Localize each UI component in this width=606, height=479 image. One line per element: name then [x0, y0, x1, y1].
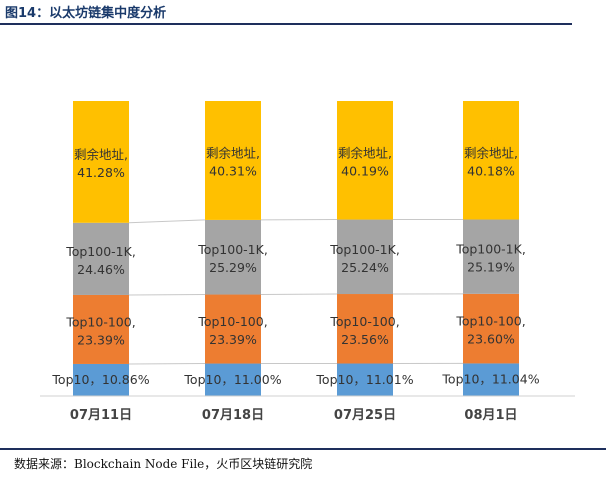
- data-label-Top10-100-2: Top10-100, 23.56%: [329, 314, 399, 347]
- data-label-Top10-100-3: Top10-100, 23.60%: [455, 314, 525, 347]
- bar-segment-Top10-0: [73, 363, 129, 396]
- bar-segment-Top10-100-2: [337, 294, 393, 364]
- bar-segment-剩余地址-0: [73, 101, 129, 223]
- data-label-Top100-1K-0: Top100-1K, 24.46%: [65, 244, 136, 277]
- bar-segment-Top100-1K-2: [337, 219, 393, 295]
- bar-segment-Top10-3: [463, 363, 519, 396]
- top-rule: [0, 23, 572, 25]
- series-connector-lines: [128, 219, 464, 365]
- data-label-剩余地址-1: 剩余地址, 40.31%: [206, 145, 260, 178]
- data-label-Top10-100-0: Top10-100, 23.39%: [65, 314, 135, 347]
- x-tick-label-0: 07月11日: [70, 408, 132, 423]
- x-tick-label-2: 07月25日: [334, 408, 396, 423]
- bottom-rule: [0, 448, 606, 450]
- stacked-bar-chart: Top10，10.86% Top10-100, 23.39% Top100-1K, 24…: [40, 101, 575, 423]
- bar-segment-Top100-1K-3: [463, 219, 519, 294]
- bar-segments: [73, 101, 519, 396]
- bar-segment-剩余地址-3: [463, 101, 519, 220]
- data-label-Top10-1: Top10，11.00%: [183, 372, 281, 387]
- connector-Top100-1K-0: [128, 219, 206, 224]
- data-label-剩余地址-2: 剩余地址, 40.19%: [338, 145, 392, 178]
- bar-segment-剩余地址-1: [205, 101, 261, 220]
- data-label-Top100-1K-2: Top100-1K, 25.24%: [329, 242, 400, 275]
- data-label-Top10-100-1: Top10-100, 23.39%: [197, 314, 267, 347]
- source-note: 数据来源：Blockchain Node File，火币区块链研究院: [14, 457, 313, 471]
- data-label-Top10-0: Top10，10.86%: [51, 372, 149, 387]
- bar-segment-Top10-2: [337, 363, 393, 396]
- data-label-剩余地址-0: 剩余地址, 41.28%: [74, 147, 128, 180]
- figure-title: 图14：以太坊链集中度分析: [5, 6, 167, 21]
- data-label-Top10-3: Top10，11.04%: [441, 372, 539, 387]
- bar-segment-Top10-100-0: [73, 294, 129, 364]
- data-label-剩余地址-3: 剩余地址, 40.18%: [464, 145, 518, 178]
- data-labels: Top10，10.86% Top10-100, 23.39% Top100-1K, 24…: [51, 145, 539, 387]
- data-label-Top100-1K-1: Top100-1K, 25.29%: [197, 242, 268, 275]
- data-label-Top10-2: Top10，11.01%: [315, 372, 413, 387]
- x-axis-tick-labels: 07月11日 07月18日 07月25日 08月1日: [70, 408, 518, 423]
- connector-Top10-100-1: [260, 293, 338, 296]
- bar-segment-Top10-100-3: [463, 293, 519, 364]
- bar-segment-Top10-100-1: [205, 294, 261, 364]
- bar-segment-Top100-1K-0: [73, 222, 129, 295]
- data-label-Top100-1K-3: Top100-1K, 25.19%: [455, 242, 526, 275]
- bar-segment-Top10-1: [205, 363, 261, 396]
- x-tick-label-1: 07月18日: [202, 408, 264, 423]
- bar-segment-Top100-1K-1: [205, 219, 261, 295]
- x-tick-label-3: 08月1日: [464, 408, 517, 423]
- bar-segment-剩余地址-2: [337, 101, 393, 220]
